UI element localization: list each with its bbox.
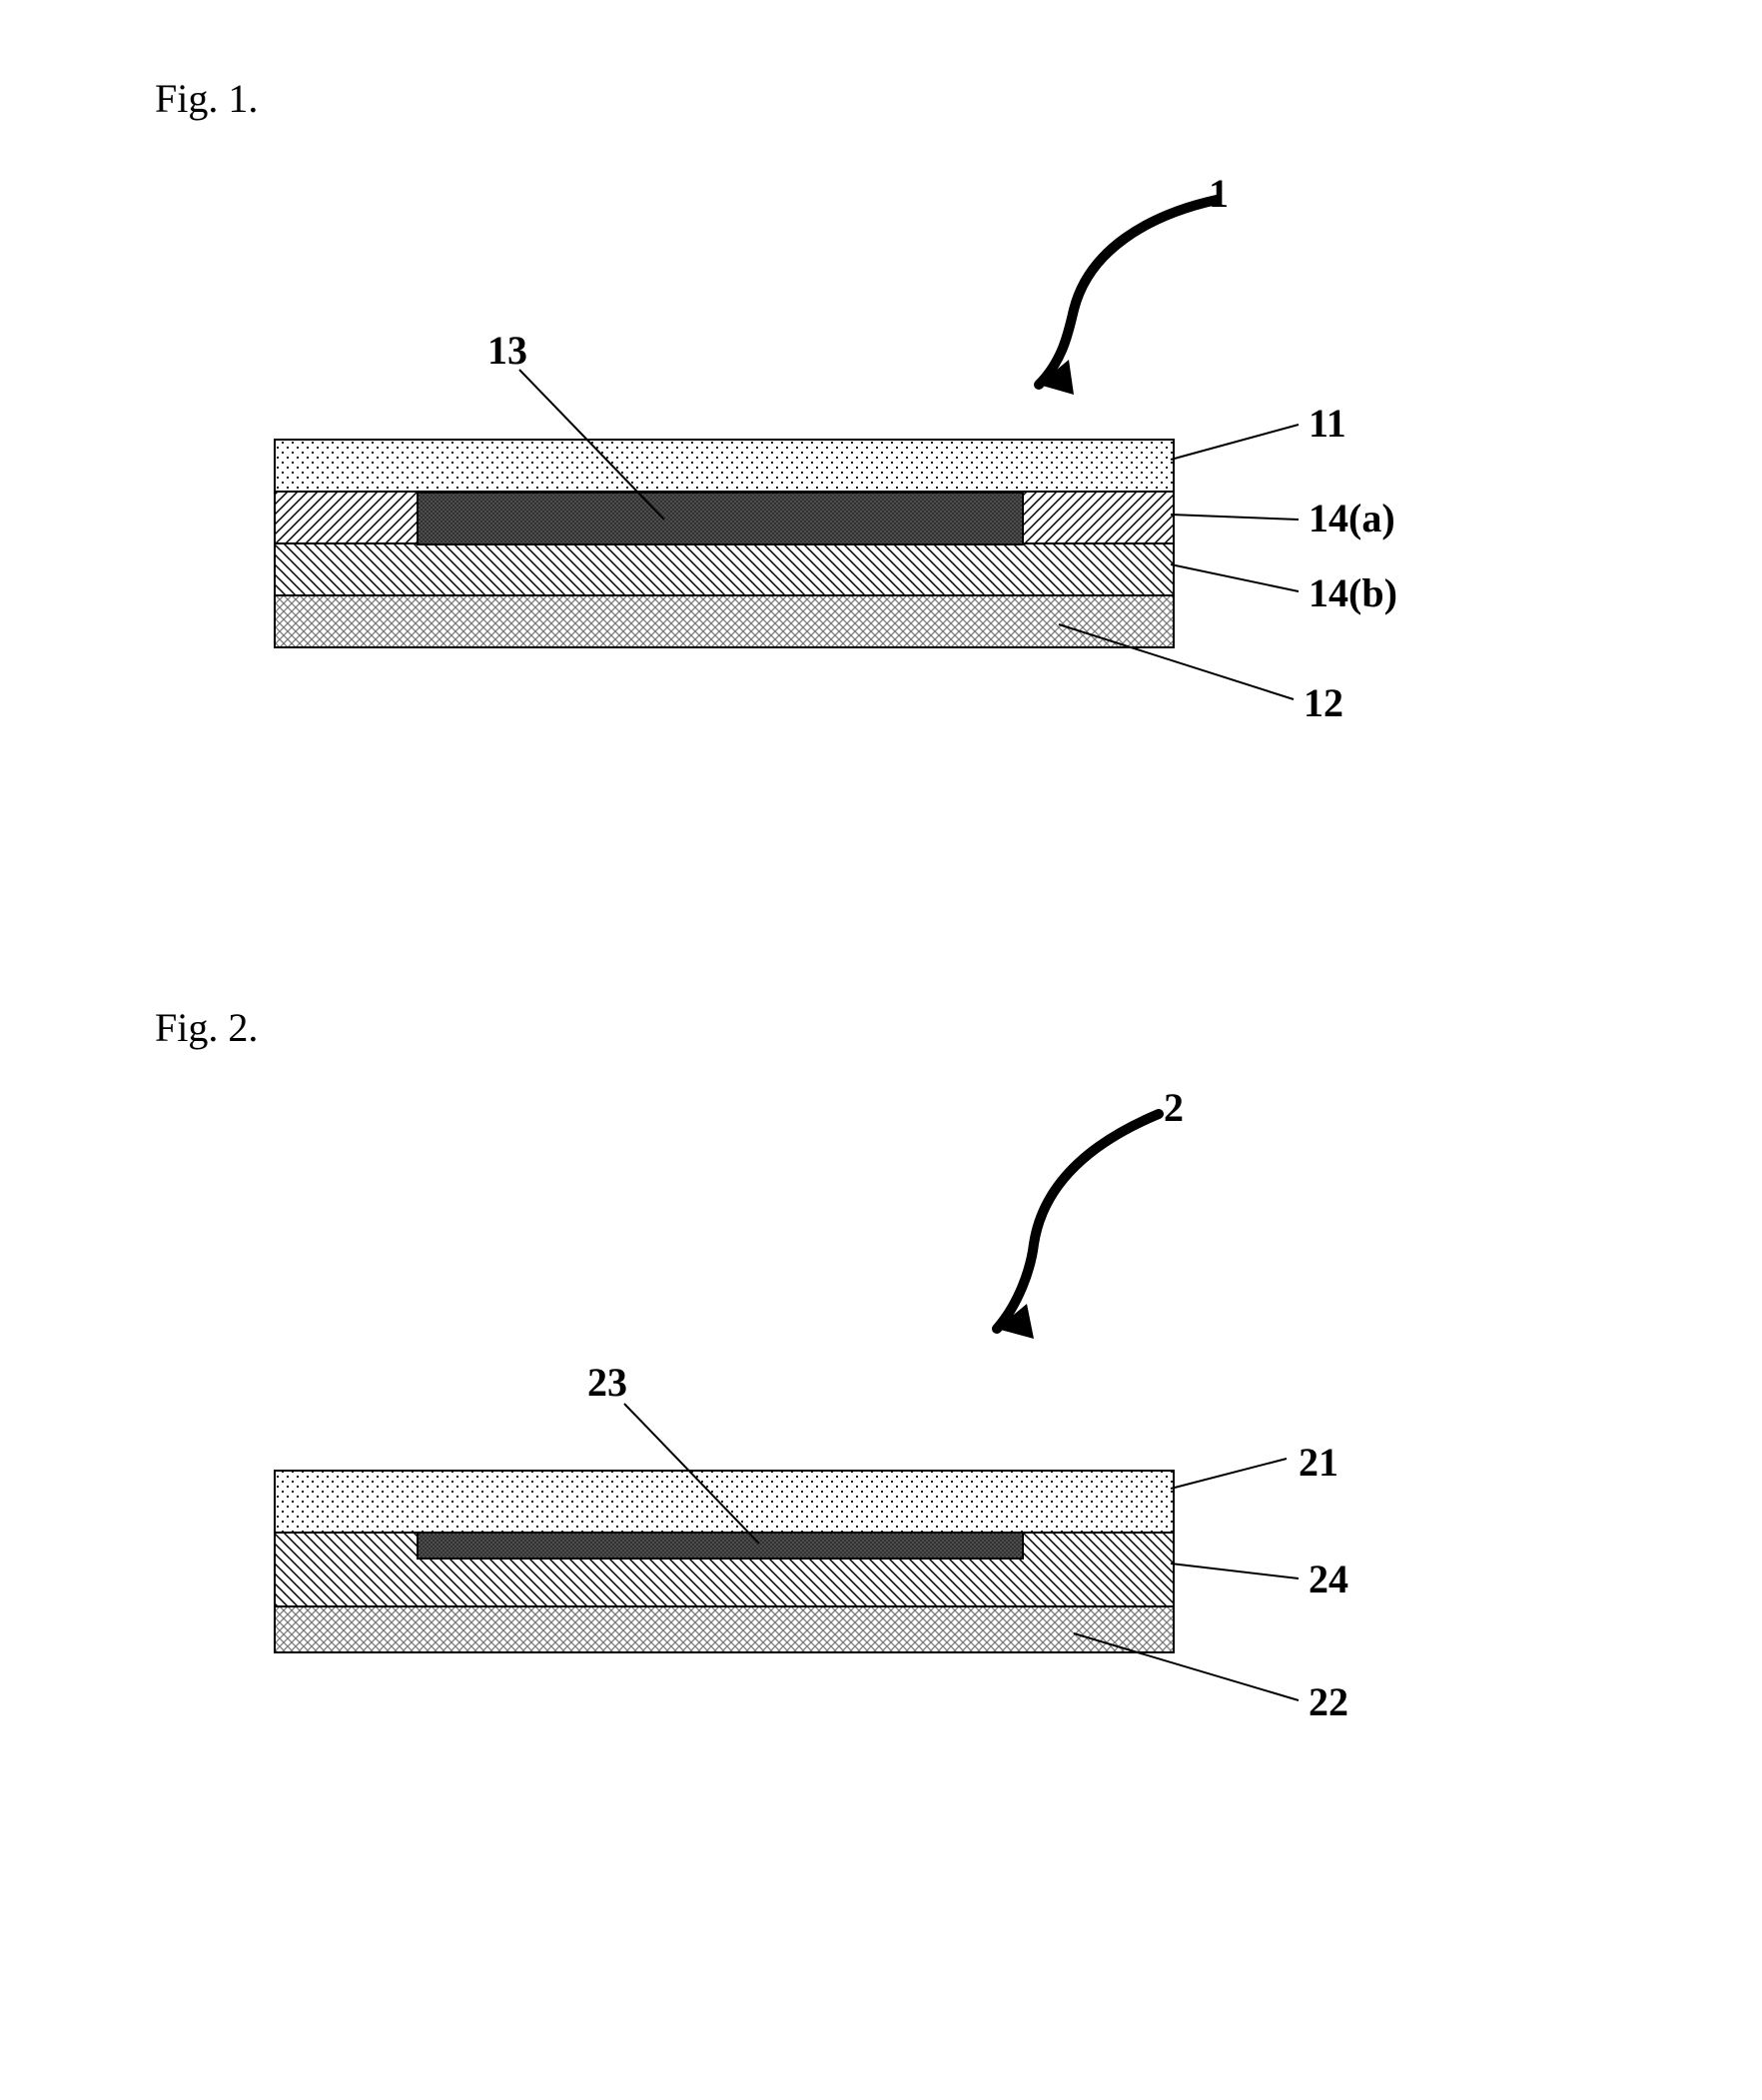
fig2-stack: [0, 0, 1762, 2100]
fig2-label-inner: 23: [587, 1359, 627, 1406]
fig2-label-middle: 24: [1309, 1556, 1348, 1602]
fig2-label-top: 21: [1299, 1439, 1338, 1486]
fig2-label-bottom: 22: [1309, 1678, 1348, 1725]
fig2-label-assembly: 2: [1164, 1084, 1184, 1131]
page: Fig. 1. 1 13 11 14(a) 14(b) 12 Fig. 2. 2…: [0, 0, 1762, 2100]
